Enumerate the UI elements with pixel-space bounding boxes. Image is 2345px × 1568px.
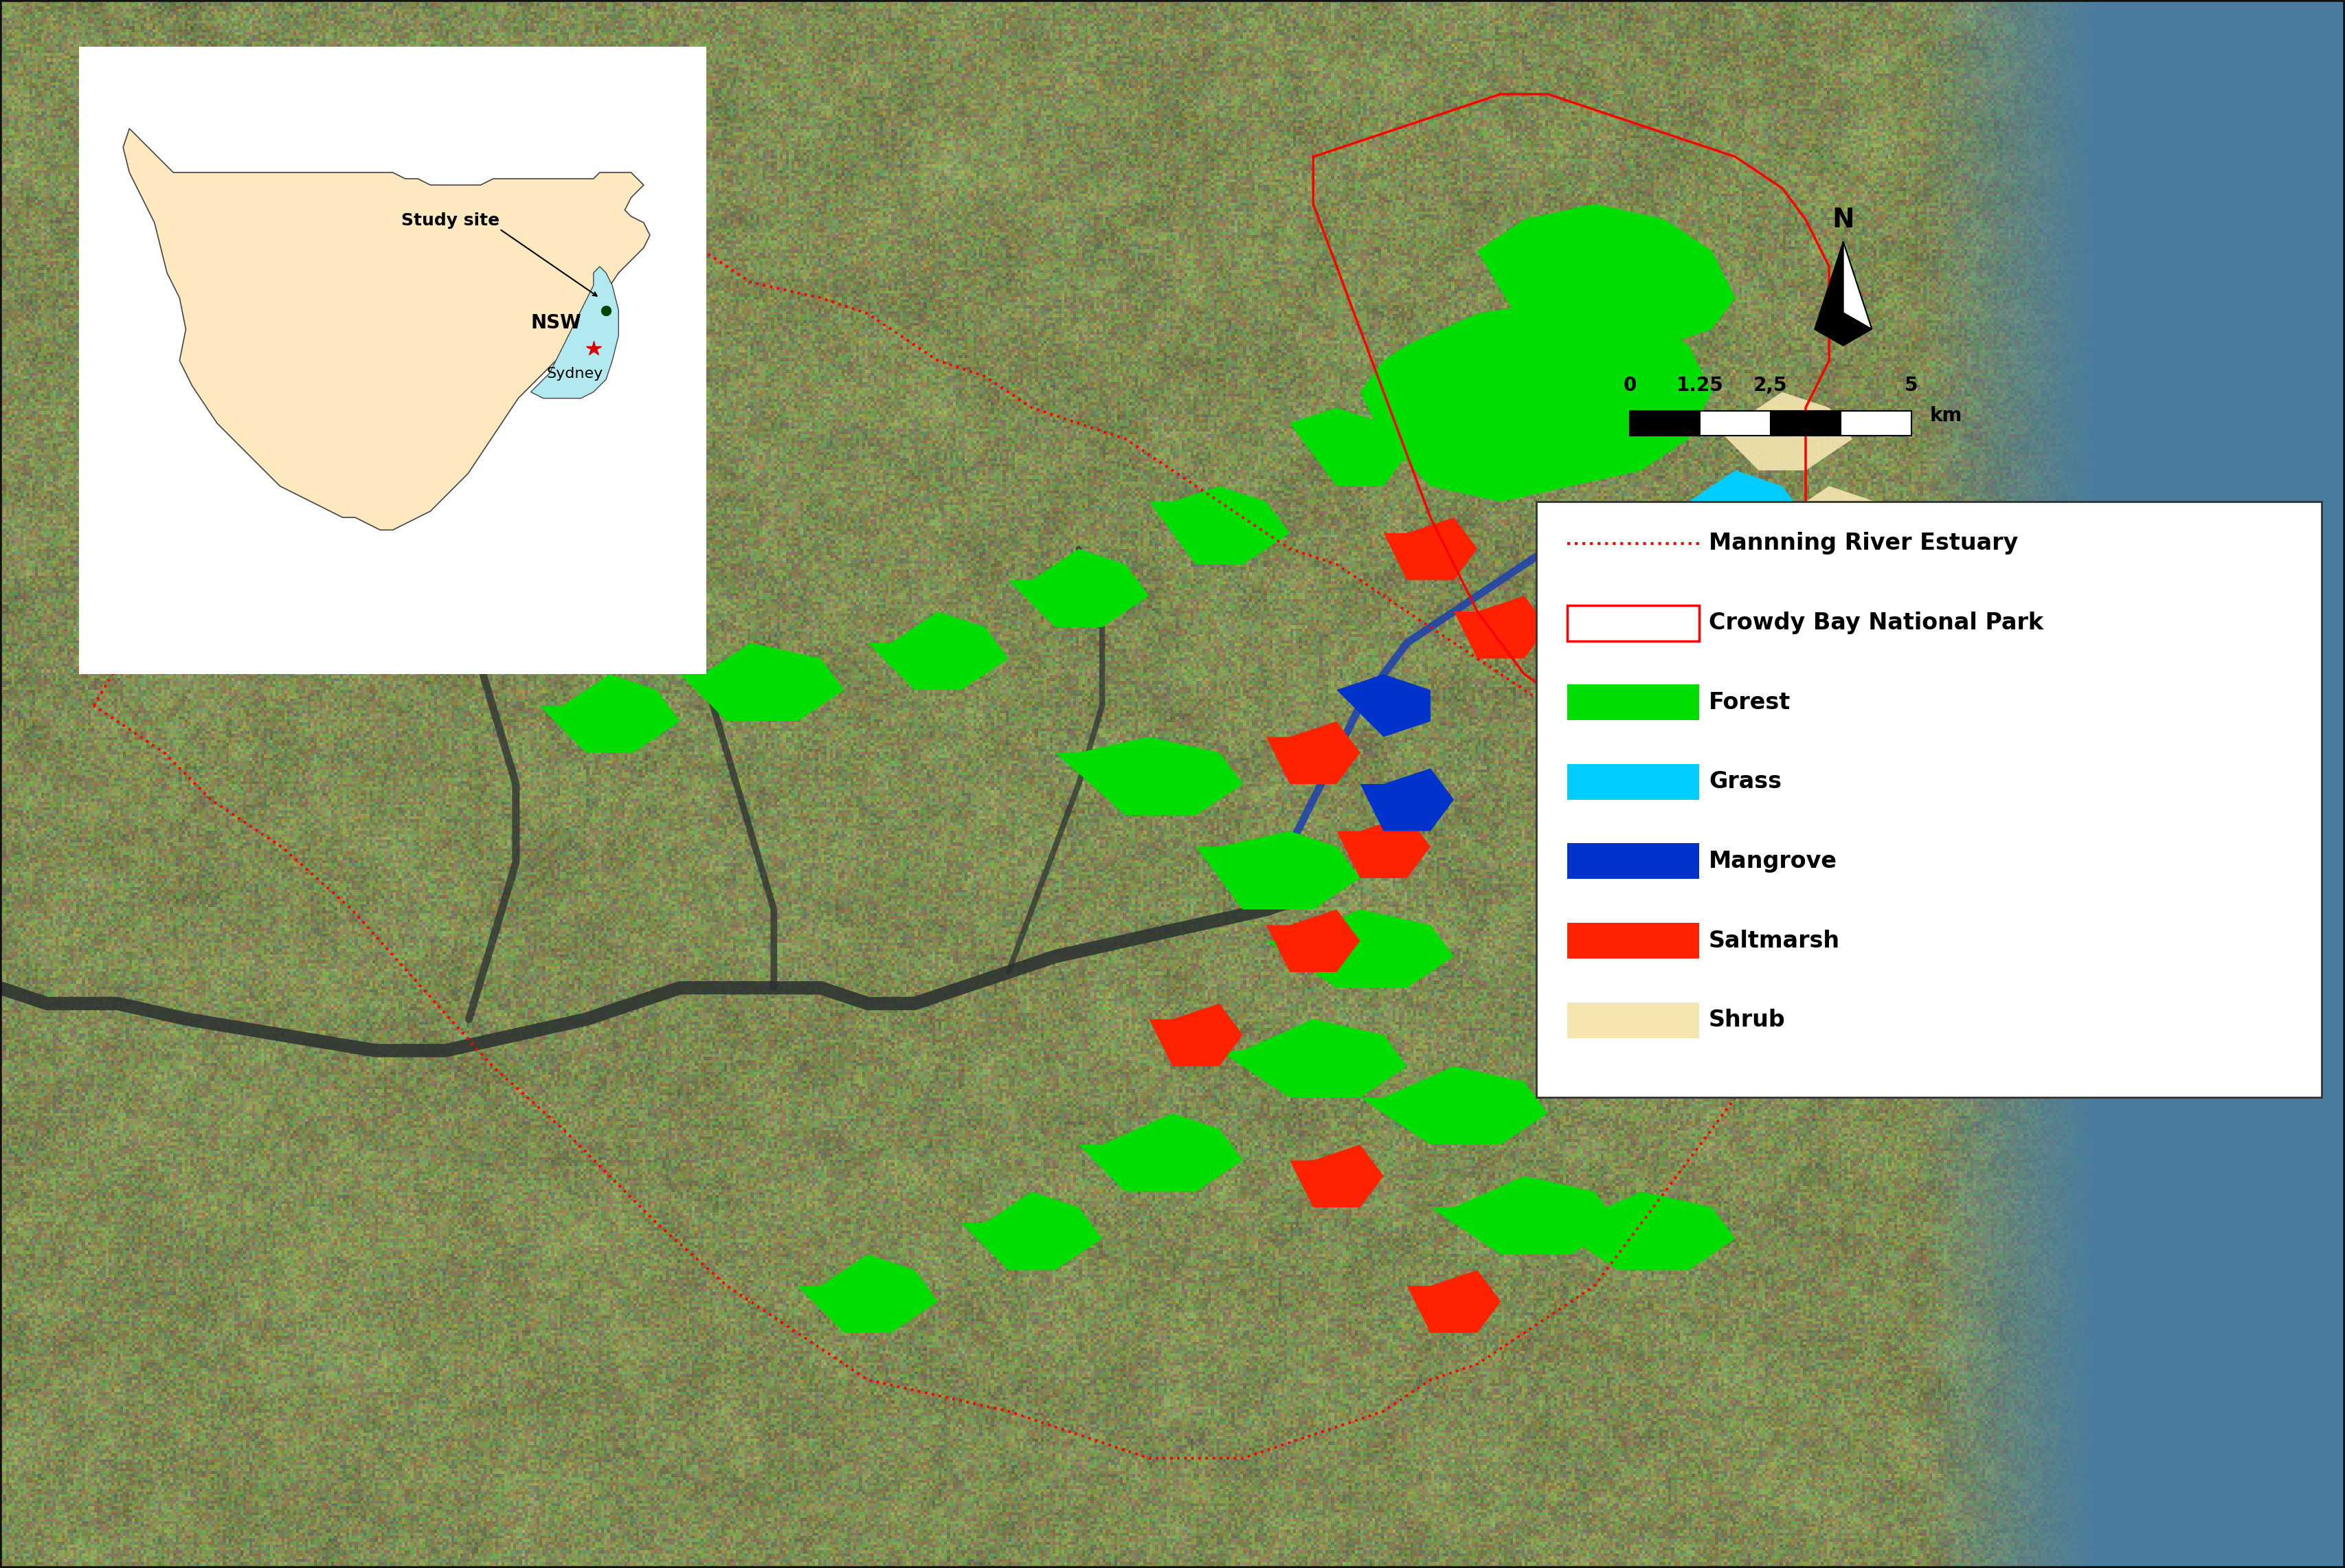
- Bar: [1536, 502, 2322, 1098]
- Text: Grass: Grass: [1710, 770, 1782, 793]
- Text: Forest: Forest: [1710, 691, 1792, 713]
- Polygon shape: [1759, 486, 1899, 564]
- Text: N: N: [1831, 207, 1855, 234]
- Polygon shape: [1266, 909, 1360, 972]
- Bar: [1841, 411, 1911, 436]
- Bar: [1566, 924, 1700, 958]
- Text: Study site: Study site: [401, 212, 499, 229]
- Text: Sydney: Sydney: [546, 367, 603, 381]
- Polygon shape: [797, 1254, 938, 1333]
- Polygon shape: [1688, 612, 1806, 690]
- Polygon shape: [1407, 1270, 1501, 1333]
- Bar: [1566, 844, 1700, 880]
- Polygon shape: [530, 267, 619, 398]
- Polygon shape: [1688, 470, 1806, 549]
- Polygon shape: [1384, 517, 1477, 580]
- Text: 1.25: 1.25: [1677, 376, 1724, 395]
- Polygon shape: [1290, 408, 1407, 486]
- Text: 0: 0: [1623, 376, 1637, 395]
- Polygon shape: [1454, 596, 1548, 659]
- Text: Mangrove: Mangrove: [1710, 850, 1836, 872]
- Polygon shape: [539, 674, 680, 753]
- Text: Saltmarsh: Saltmarsh: [1710, 930, 1841, 952]
- Text: 2,5: 2,5: [1754, 376, 1787, 395]
- Polygon shape: [122, 129, 650, 530]
- Polygon shape: [1266, 721, 1360, 784]
- Polygon shape: [680, 643, 844, 721]
- Text: Shrub: Shrub: [1710, 1008, 1785, 1032]
- Polygon shape: [1712, 596, 1853, 674]
- Polygon shape: [1055, 737, 1243, 815]
- Polygon shape: [1360, 1066, 1548, 1145]
- Bar: [1566, 1002, 1700, 1038]
- Polygon shape: [1712, 392, 1853, 470]
- Polygon shape: [1815, 314, 1871, 345]
- Polygon shape: [1618, 517, 1735, 596]
- Polygon shape: [1196, 831, 1360, 909]
- Polygon shape: [1843, 241, 1871, 329]
- Bar: [1566, 605, 1700, 641]
- Polygon shape: [1337, 815, 1430, 878]
- Polygon shape: [1360, 298, 1712, 502]
- Polygon shape: [1360, 768, 1454, 831]
- Bar: [1566, 764, 1700, 800]
- Text: 5: 5: [1904, 376, 1918, 395]
- Bar: [1566, 685, 1700, 720]
- Polygon shape: [1548, 1192, 1735, 1270]
- Polygon shape: [1149, 486, 1290, 564]
- Text: NSW: NSW: [530, 314, 582, 332]
- Polygon shape: [1149, 1004, 1243, 1066]
- Text: Crowdy Bay National Park: Crowdy Bay National Park: [1710, 612, 2042, 633]
- Polygon shape: [1266, 909, 1454, 988]
- Polygon shape: [961, 1192, 1102, 1270]
- Bar: [1770, 411, 1841, 436]
- Polygon shape: [1815, 241, 1843, 329]
- Bar: [1630, 411, 1700, 436]
- Polygon shape: [1477, 204, 1735, 345]
- Text: km: km: [1930, 406, 1963, 425]
- Polygon shape: [1618, 690, 1735, 768]
- Polygon shape: [868, 612, 1008, 690]
- Polygon shape: [1219, 1019, 1407, 1098]
- Polygon shape: [1008, 549, 1149, 627]
- Polygon shape: [1337, 674, 1430, 737]
- Polygon shape: [1688, 564, 1806, 643]
- Bar: [1700, 411, 1770, 436]
- Polygon shape: [1290, 1145, 1384, 1207]
- Polygon shape: [1430, 1176, 1618, 1254]
- Polygon shape: [1079, 1113, 1243, 1192]
- Text: Mannning River Estuary: Mannning River Estuary: [1710, 532, 2019, 555]
